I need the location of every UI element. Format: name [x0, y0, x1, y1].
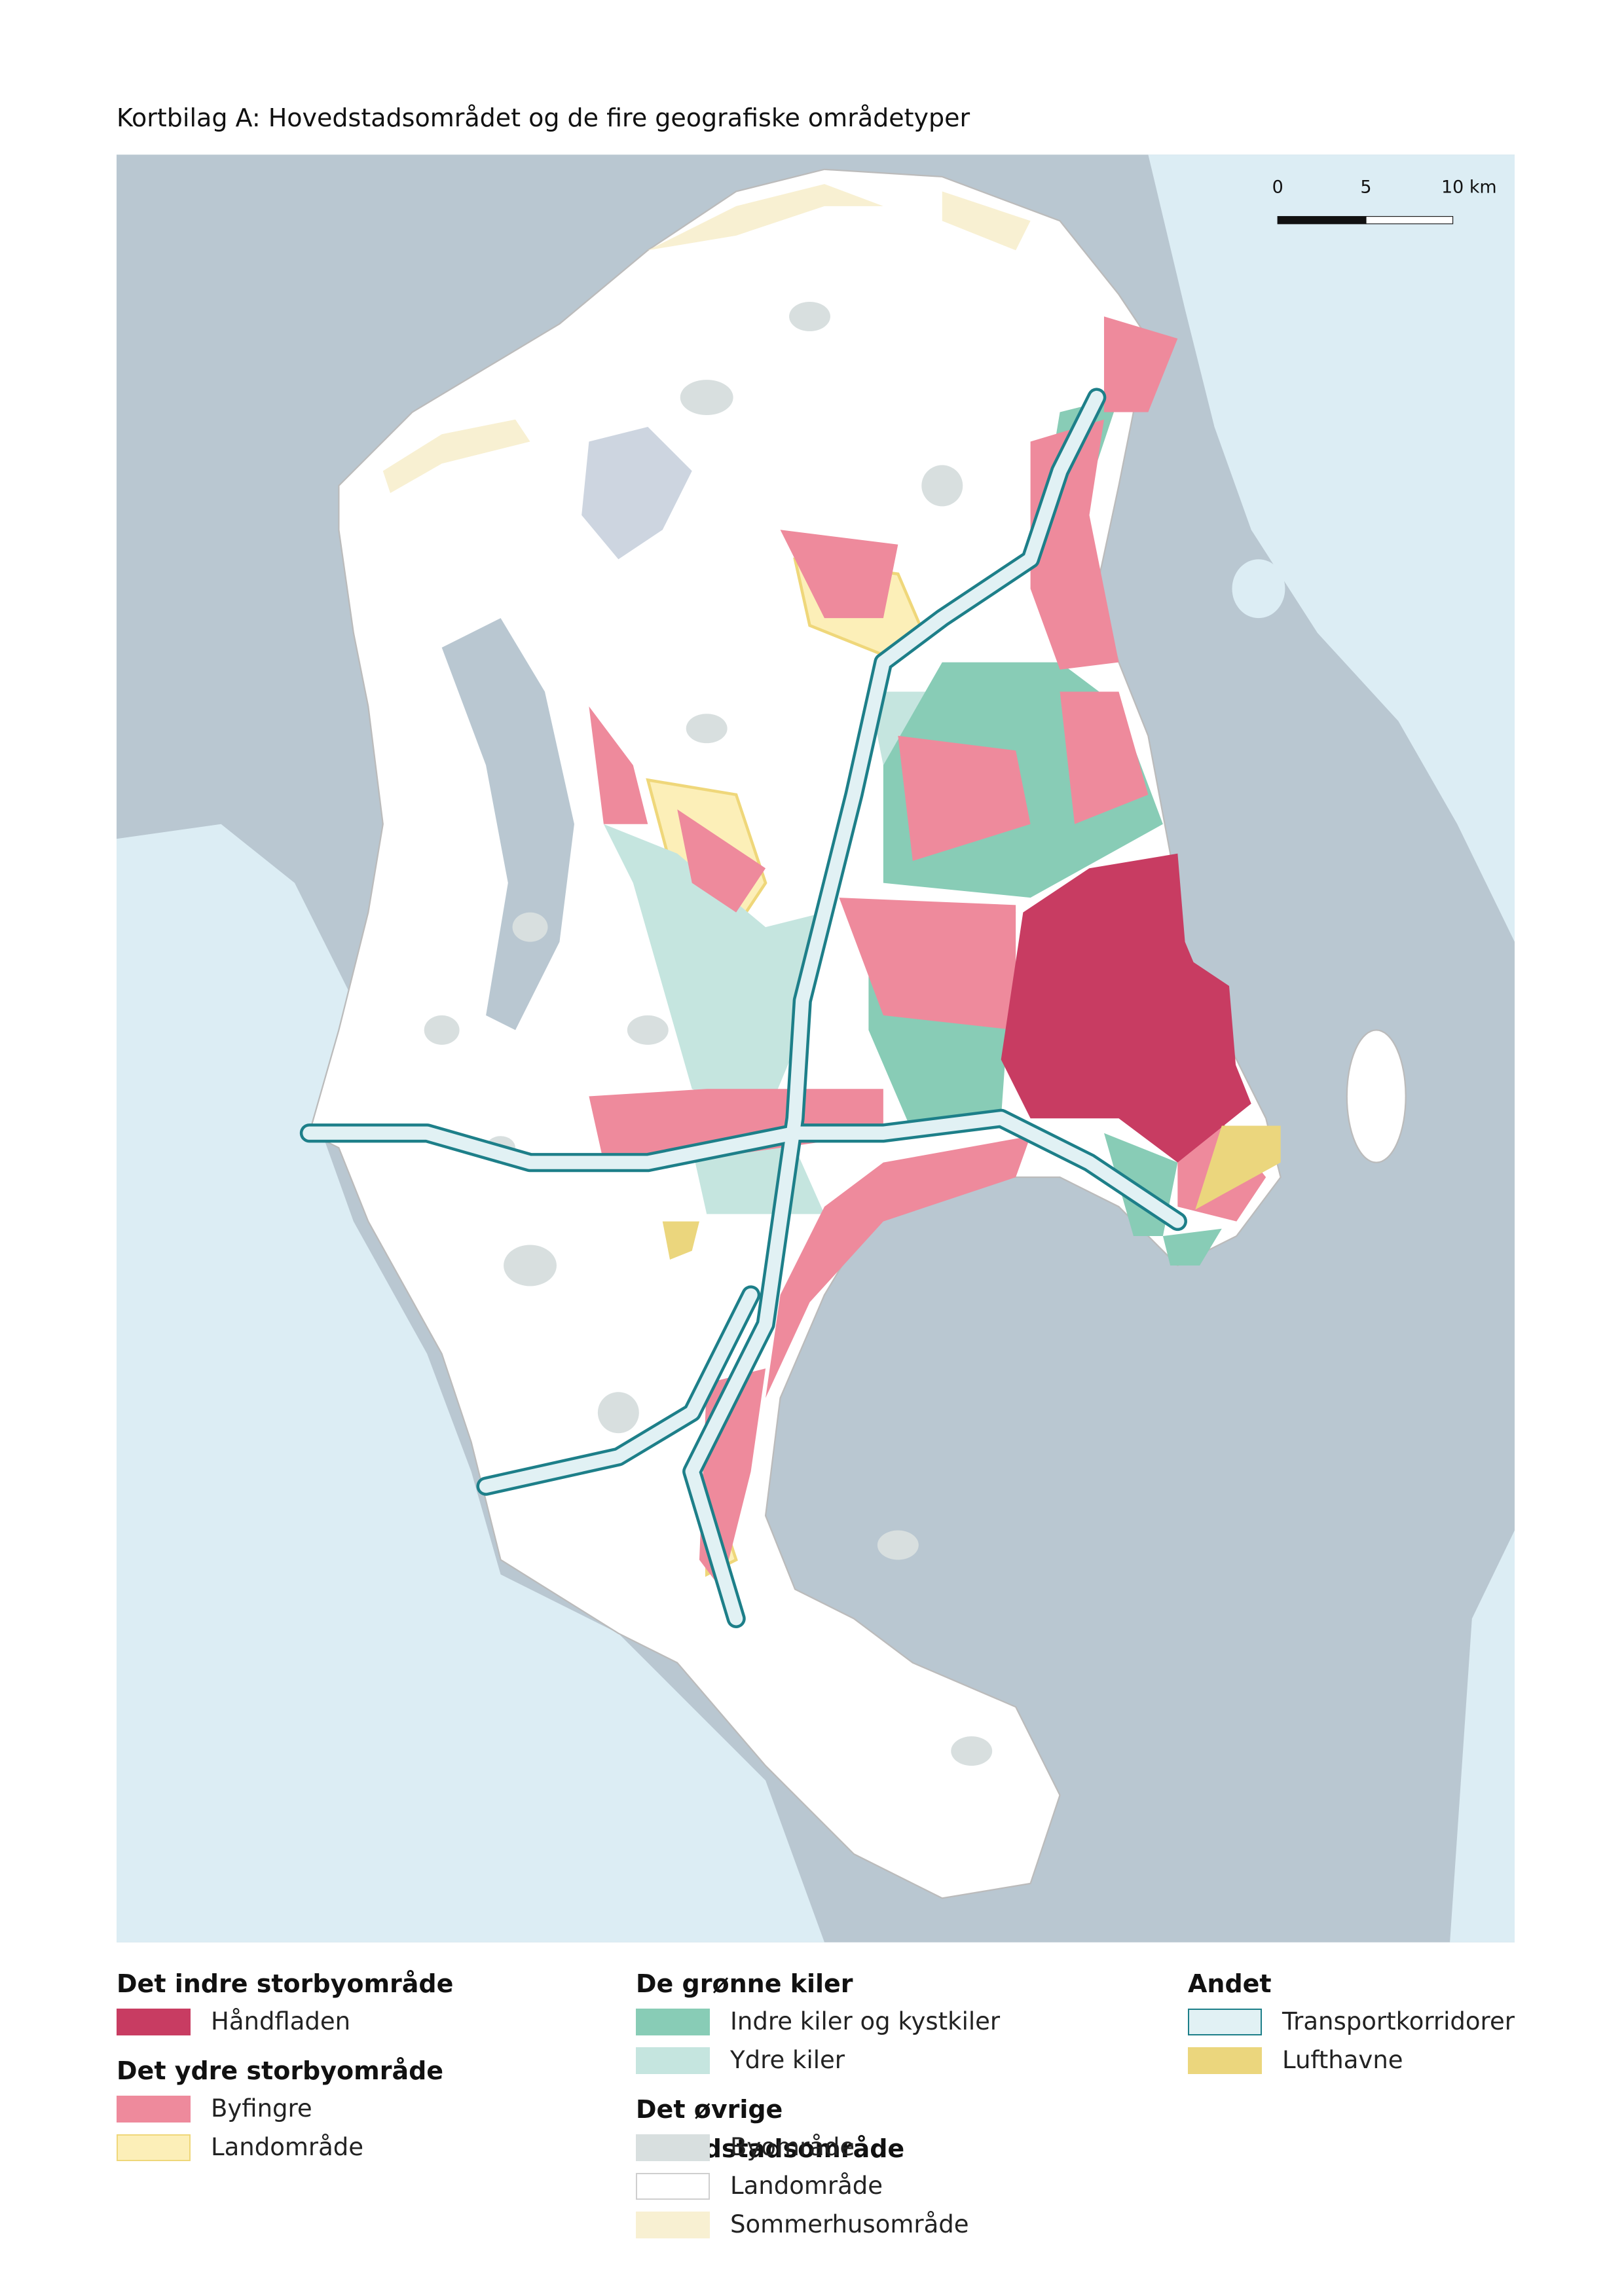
legend-item: Indre kiler og kystkiler — [636, 2003, 1042, 2042]
legend-item: Byfingre — [117, 2090, 523, 2129]
legend-label: Landområde — [730, 2172, 883, 2200]
legend-swatch — [636, 2134, 710, 2161]
legend-label: Håndfladen — [211, 2007, 351, 2035]
legend-swatch — [636, 2009, 710, 2035]
legend-label: Sommerhusområde — [730, 2210, 969, 2238]
legend-label: Byområde — [730, 2133, 855, 2161]
legend-swatch — [1188, 2047, 1262, 2074]
legend-label: Lufthavne — [1282, 2046, 1403, 2074]
legend-label: Ydre kiler — [730, 2046, 845, 2074]
legend-item: Landområde — [636, 2168, 1042, 2206]
legend-swatch — [117, 2009, 191, 2035]
legend-group: Det ydre storbyområde Byfingre Landområde — [117, 2051, 523, 2168]
scale-label: 10 km — [1441, 177, 1497, 198]
legend-group: Det indre storbyområde Håndfladen — [117, 1964, 523, 2042]
legend-heading: Det indre storbyområde — [117, 1969, 454, 1998]
legend-label: Byfingre — [211, 2094, 312, 2123]
legend-heading: De grønne kiler — [636, 1969, 853, 1998]
legend-swatch — [636, 2212, 710, 2238]
legend-label: Landområde — [211, 2133, 364, 2161]
legend-column: Det indre storbyområde Håndfladen Det ydre… — [117, 1964, 523, 2177]
legend-item: Sommerhusområde — [636, 2206, 1042, 2245]
legend-swatch — [117, 2096, 191, 2123]
legend-swatch — [1188, 2009, 1262, 2035]
legend-heading: Det ydre storbyområde — [117, 2056, 444, 2085]
map-title: Kortbilag A: Hovedstadsområdet og de fir… — [117, 103, 970, 132]
legend-column: De grønne kiler Indre kiler og kystkiler Y… — [636, 1964, 1042, 2254]
legend-label: Transportkorridorer — [1282, 2007, 1515, 2035]
legend-group: De grønne kiler Indre kiler og kystkiler Y… — [636, 1964, 1042, 2081]
legend-group: Andet Transportkorridorer Lufthavne — [1188, 1964, 1594, 2081]
legend-swatch — [117, 2134, 191, 2161]
legend-swatch — [636, 2173, 710, 2200]
legend-item: Transportkorridorer — [1188, 2003, 1594, 2042]
legend-item: Håndfladen — [117, 2003, 523, 2042]
legend-item: Ydre kiler — [636, 2042, 1042, 2081]
legend-item: Lufthavne — [1188, 2042, 1594, 2081]
legend-swatch — [636, 2047, 710, 2074]
legend-heading: Andet — [1188, 1969, 1272, 1998]
legend-label: Indre kiler og kystkiler — [730, 2007, 1001, 2035]
legend-group: Det øvrige hovedstadsområde Byområde Lando… — [636, 2090, 1042, 2245]
legend-item: Byområde — [636, 2129, 1042, 2168]
legend-heading: Det øvrige hovedstadsområde — [636, 2095, 905, 2163]
scale-label: 0 — [1272, 177, 1283, 198]
scale-label: 5 — [1360, 177, 1371, 198]
map: 0 5 10 km — [117, 155, 1515, 1942]
legend-item: Landområde — [117, 2129, 523, 2168]
legend-column: Andet Transportkorridorer Lufthavne — [1188, 1964, 1594, 2090]
